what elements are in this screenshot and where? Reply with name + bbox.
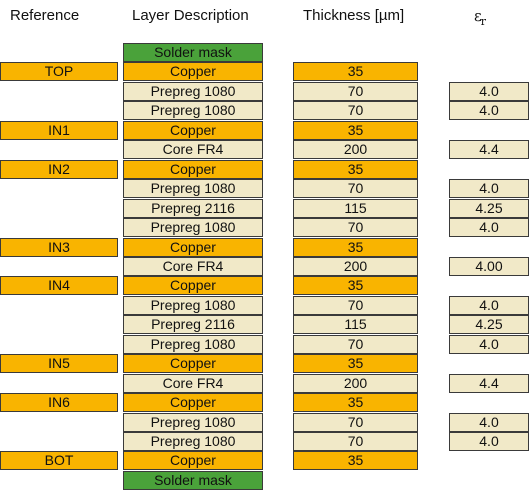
layer-description: Prepreg 2116	[123, 199, 263, 218]
er-symbol: ε	[474, 7, 482, 25]
layer-permittivity: 4.0	[449, 432, 529, 451]
layer-description: Prepreg 1080	[123, 296, 263, 315]
er-subscript: r	[480, 15, 487, 28]
layer-description: Solder mask	[123, 43, 263, 62]
layer-reference-label: IN5	[0, 354, 118, 373]
layer-thickness: 35	[293, 276, 418, 295]
layer-description: Core FR4	[123, 257, 263, 276]
layer-thickness: 35	[293, 451, 418, 470]
column-header-reference: Reference	[10, 7, 80, 24]
layer-thickness: 115	[293, 315, 418, 334]
layer-description: Prepreg 1080	[123, 218, 263, 237]
layer-reference-label: IN1	[0, 121, 118, 140]
column-header-relative-permittivity: εr	[474, 6, 487, 28]
column-header-layer-description: Layer Description	[132, 7, 249, 24]
layer-thickness: 35	[293, 393, 418, 412]
layer-description: Prepreg 1080	[123, 101, 263, 120]
layer-description: Prepreg 1080	[123, 432, 263, 451]
layer-permittivity: 4.4	[449, 374, 529, 393]
layer-thickness: 35	[293, 354, 418, 373]
layer-reference-label: IN2	[0, 160, 118, 179]
layer-description: Prepreg 1080	[123, 179, 263, 198]
layer-thickness: 70	[293, 413, 418, 432]
layer-description: Prepreg 1080	[123, 335, 263, 354]
layer-thickness: 35	[293, 238, 418, 257]
layer-description: Copper	[123, 393, 263, 412]
layer-thickness: 70	[293, 432, 418, 451]
layer-description: Core FR4	[123, 140, 263, 159]
layer-thickness: 35	[293, 160, 418, 179]
layer-thickness: 35	[293, 62, 418, 81]
layer-permittivity: 4.0	[449, 218, 529, 237]
layer-reference-label: IN6	[0, 393, 118, 412]
layer-reference-label: TOP	[0, 62, 118, 81]
layer-description: Copper	[123, 121, 263, 140]
layer-permittivity: 4.0	[449, 101, 529, 120]
layer-thickness: 200	[293, 374, 418, 393]
layer-reference-label: BOT	[0, 451, 118, 470]
layer-description: Prepreg 2116	[123, 315, 263, 334]
layer-description: Prepreg 1080	[123, 413, 263, 432]
layer-permittivity: 4.0	[449, 413, 529, 432]
layer-thickness: 70	[293, 82, 418, 101]
layer-permittivity: 4.4	[449, 140, 529, 159]
layer-permittivity: 4.00	[449, 257, 529, 276]
layer-description: Copper	[123, 451, 263, 470]
layer-reference-label: IN4	[0, 276, 118, 295]
layer-thickness: 70	[293, 101, 418, 120]
layer-thickness: 35	[293, 121, 418, 140]
layer-permittivity: 4.25	[449, 315, 529, 334]
layer-description: Copper	[123, 238, 263, 257]
layer-permittivity: 4.0	[449, 179, 529, 198]
layer-permittivity: 4.0	[449, 296, 529, 315]
layer-description: Copper	[123, 354, 263, 373]
layer-description: Core FR4	[123, 374, 263, 393]
layer-description: Copper	[123, 160, 263, 179]
layer-thickness: 70	[293, 218, 418, 237]
layer-reference-label: IN3	[0, 238, 118, 257]
layer-permittivity: 4.0	[449, 82, 529, 101]
layer-permittivity: 4.0	[449, 335, 529, 354]
layer-thickness: 200	[293, 140, 418, 159]
layer-description: Prepreg 1080	[123, 82, 263, 101]
layer-description: Copper	[123, 62, 263, 81]
layer-description: Solder mask	[123, 471, 263, 490]
layer-thickness: 115	[293, 199, 418, 218]
layer-thickness: 70	[293, 179, 418, 198]
layer-description: Copper	[123, 276, 263, 295]
layer-thickness: 70	[293, 335, 418, 354]
layer-thickness: 70	[293, 296, 418, 315]
layer-permittivity: 4.25	[449, 199, 529, 218]
column-header-thickness: Thickness [µm]	[303, 7, 405, 24]
layer-thickness: 200	[293, 257, 418, 276]
